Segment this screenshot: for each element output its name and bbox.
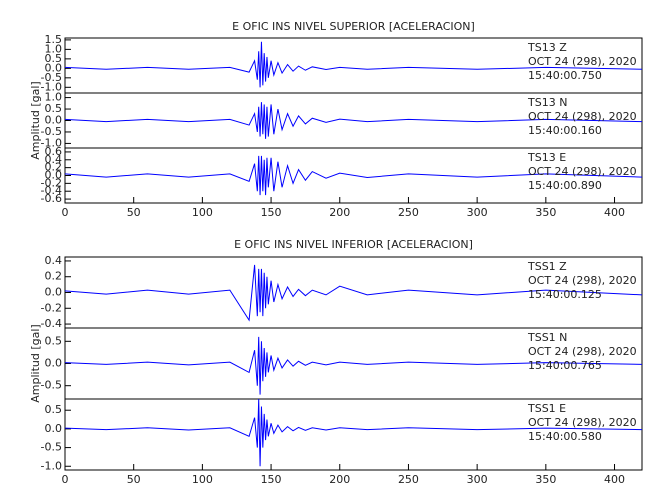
y-tick-label: 0.5 <box>45 334 63 347</box>
trace-annotation: OCT 24 (298), 2020 <box>528 345 637 358</box>
y-tick-label: -0.5 <box>41 71 62 84</box>
x-tick-label: 350 <box>535 473 556 486</box>
trace-annotation: 15:40:00.765 <box>528 359 602 372</box>
waveform <box>64 264 643 322</box>
trace-annotation: 15:40:00.580 <box>528 430 602 443</box>
y-tick-label: 0.0 <box>45 169 63 182</box>
waveform <box>64 41 643 88</box>
y-tick-label: -0.4 <box>41 184 62 197</box>
trace-annotation: 15:40:00.160 <box>528 124 602 137</box>
trace-annotation: OCT 24 (298), 2020 <box>528 55 637 68</box>
y-tick-label: 1.0 <box>45 91 63 104</box>
trace-annotation: TSS1 N <box>527 331 567 344</box>
y-tick-label: 0.5 <box>45 102 63 115</box>
y-axis-label: Amplitud [gal] <box>29 81 42 159</box>
waveform <box>64 102 643 139</box>
trace-annotation: TSS1 Z <box>527 260 567 273</box>
chart-title: E OFIC INS NIVEL INFERIOR [ACELERACION] <box>234 238 473 251</box>
y-tick-label: 0.2 <box>45 270 63 283</box>
x-tick-label: 200 <box>329 473 350 486</box>
x-tick-label: 300 <box>467 473 488 486</box>
waveform <box>64 398 643 467</box>
trace-annotation: 15:40:00.750 <box>528 69 602 82</box>
trace-annotation: TS13 E <box>527 151 566 164</box>
x-tick-label: 50 <box>127 206 141 219</box>
y-tick-label: -1.0 <box>41 459 62 472</box>
trace-annotation: 15:40:00.125 <box>528 288 602 301</box>
trace-annotation: OCT 24 (298), 2020 <box>528 274 637 287</box>
y-axis-label: Amplitud [gal] <box>29 324 42 402</box>
x-tick-label: 200 <box>329 206 350 219</box>
x-tick-label: 50 <box>127 473 141 486</box>
y-tick-label: -0.5 <box>41 125 62 138</box>
trace-annotation: OCT 24 (298), 2020 <box>528 110 637 123</box>
waveform <box>64 336 643 395</box>
trace-annotation: 15:40:00.890 <box>528 179 602 192</box>
x-tick-label: 300 <box>467 206 488 219</box>
y-tick-label: 0.2 <box>45 161 63 174</box>
x-tick-label: 400 <box>604 473 625 486</box>
trace-annotation: TSS1 E <box>527 402 566 415</box>
y-tick-label: 0.5 <box>45 52 63 65</box>
subplot-frame <box>64 398 643 471</box>
y-tick-label: 0.0 <box>45 422 63 435</box>
y-tick-label: 0.0 <box>45 357 63 370</box>
x-tick-label: 150 <box>261 473 282 486</box>
y-tick-label: -0.5 <box>41 379 62 392</box>
y-tick-label: 0.4 <box>45 254 63 267</box>
x-tick-label: 0 <box>62 206 69 219</box>
x-tick-label: 350 <box>535 206 556 219</box>
y-tick-label: 0.0 <box>45 114 63 127</box>
x-tick-label: 150 <box>261 206 282 219</box>
trace-annotation: OCT 24 (298), 2020 <box>528 165 637 178</box>
y-tick-label: -0.6 <box>41 192 62 205</box>
x-tick-label: 250 <box>398 206 419 219</box>
trace-annotation: OCT 24 (298), 2020 <box>528 416 637 429</box>
y-tick-label: -0.2 <box>41 301 62 314</box>
chart-title: E OFIC INS NIVEL SUPERIOR [ACELERACION] <box>232 20 475 33</box>
y-tick-label: -1.0 <box>41 80 62 93</box>
waveform <box>64 155 643 196</box>
y-tick-label: -0.2 <box>41 176 62 189</box>
y-tick-label: -0.5 <box>41 441 62 454</box>
y-tick-label: 0.0 <box>45 286 63 299</box>
y-tick-label: -1.0 <box>41 136 62 149</box>
y-tick-label: 1.0 <box>45 42 63 55</box>
x-tick-label: 400 <box>604 206 625 219</box>
y-tick-label: 0.0 <box>45 61 63 74</box>
y-tick-label: 0.5 <box>45 403 63 416</box>
trace-annotation: TS13 Z <box>527 41 567 54</box>
y-tick-label: 0.4 <box>45 153 63 166</box>
x-tick-label: 0 <box>62 473 69 486</box>
y-tick-label: 1.5 <box>45 33 63 46</box>
y-tick-label: -0.4 <box>41 317 62 330</box>
trace-annotation: TS13 N <box>527 96 567 109</box>
x-tick-label: 100 <box>192 473 213 486</box>
y-tick-label: 0.6 <box>45 145 63 158</box>
x-tick-label: 100 <box>192 206 213 219</box>
x-tick-label: 250 <box>398 473 419 486</box>
